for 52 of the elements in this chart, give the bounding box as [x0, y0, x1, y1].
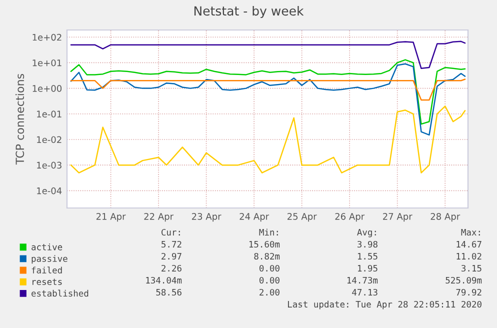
text: 11.02: [456, 252, 482, 260]
x-tick-label: 23 Apr: [192, 213, 222, 222]
legend-label: resets: [32, 278, 62, 286]
text: 3.98: [358, 240, 378, 248]
x-tick-label: 28 Apr: [430, 213, 460, 222]
y-tick-label: 1e+02: [32, 34, 62, 41]
legend-label: active: [32, 244, 62, 250]
text: Last update: Tue Apr 28 22:05:11 2020: [288, 300, 482, 310]
x-tick-label: 26 Apr: [335, 213, 365, 222]
text: 134.04m: [146, 276, 182, 284]
line-series: [70, 40, 466, 70]
text: Cur:: [162, 228, 180, 236]
line-series: [70, 78, 466, 101]
y-tick-label: 1e-01: [37, 110, 62, 118]
text: 58.56: [156, 288, 182, 296]
line-series: [70, 59, 466, 125]
x-tick-label: 25 Apr: [288, 213, 317, 222]
y-tick-label: 1e+00: [32, 85, 62, 92]
text: 14.67: [456, 240, 482, 248]
text: 79.92: [456, 288, 482, 296]
text: 15.60m: [249, 240, 280, 248]
y-tick-label: 1e-04: [37, 187, 62, 194]
legend-label: failed: [32, 266, 62, 274]
chart-title: Netstat - by week: [194, 6, 304, 18]
legend-label: established: [32, 290, 88, 297]
y-axis-title: TCP connections: [15, 74, 24, 165]
text: Max:: [461, 229, 480, 236]
text: Min:: [259, 228, 278, 236]
y-tick-label: 1e-03: [37, 162, 62, 169]
text: 1.55: [358, 253, 378, 260]
text: 2.26: [162, 264, 182, 272]
x-tick-label: 22 Apr: [144, 213, 174, 222]
x-tick-label: 21 Apr: [96, 213, 126, 222]
text: 3.15: [462, 264, 482, 272]
text: 0.00: [260, 264, 280, 272]
line-series: [70, 106, 466, 174]
line-series: [70, 63, 466, 136]
text: 47.13: [352, 288, 378, 296]
x-tick-label: 27 Apr: [383, 213, 412, 222]
text: 2.00: [260, 288, 280, 296]
text: 14.73m: [347, 276, 378, 284]
y-tick-label: 1e+01: [32, 59, 62, 66]
x-tick-label: 24 Apr: [240, 213, 270, 222]
text: 0.00: [260, 276, 280, 284]
legend-label: passive: [32, 255, 68, 264]
text: 8.82m: [254, 252, 280, 260]
text: 1.95: [358, 264, 378, 272]
y-tick-label: 1e-02: [37, 136, 62, 144]
text: 2.97: [162, 252, 182, 260]
text: 525.09m: [446, 276, 482, 284]
text: 5.72: [162, 240, 182, 248]
text: Avg:: [357, 229, 376, 238]
